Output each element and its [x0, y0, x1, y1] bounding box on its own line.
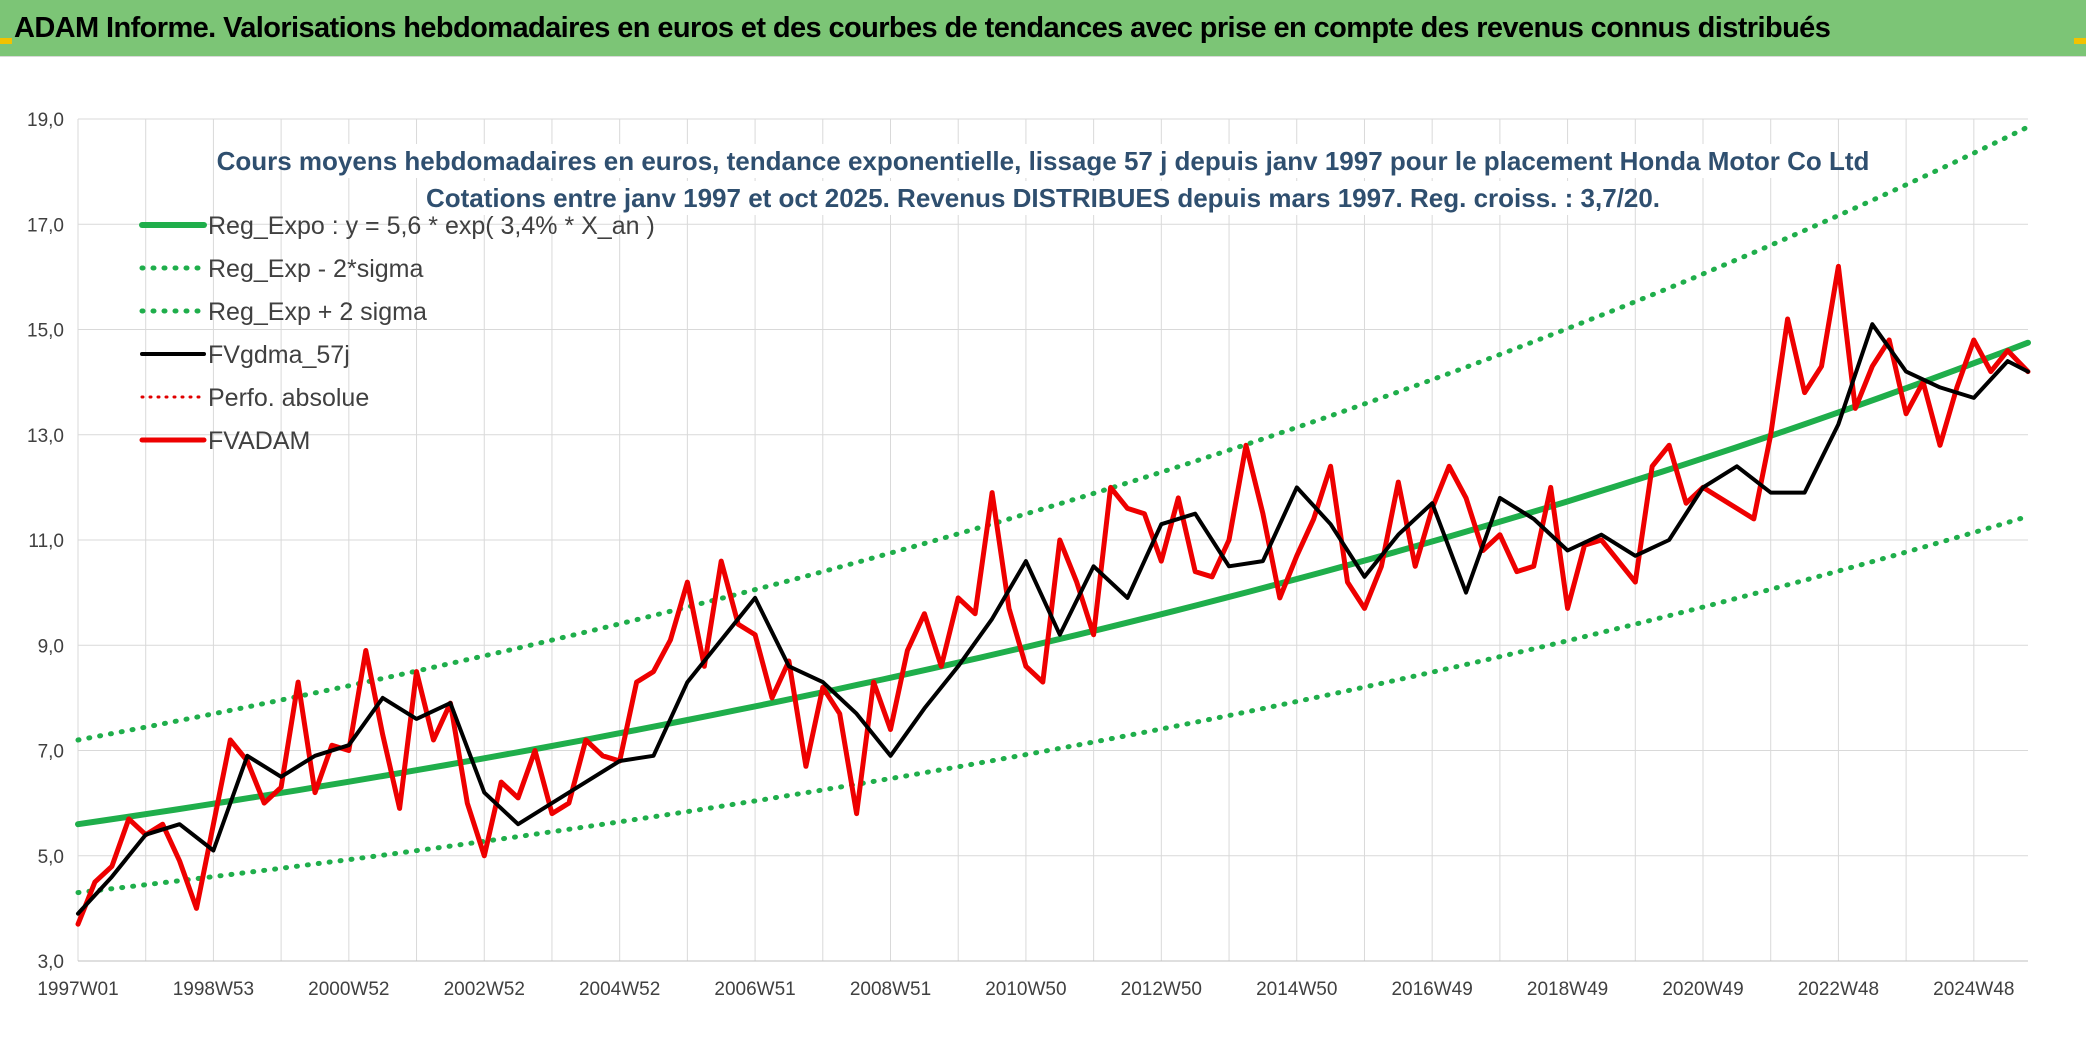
x-tick-label: 2022W48	[1798, 979, 1879, 1000]
chart-title: Cours moyens hebdomadaires en euros, ten…	[217, 144, 1870, 215]
x-tick-label: 2018W49	[1527, 979, 1608, 1000]
x-tick-label: 2004W52	[579, 979, 660, 1000]
series	[75, 124, 2031, 927]
chart-title-line: Cotations entre janv 1997 et oct 2025. R…	[426, 183, 1660, 213]
x-tick-label: 2006W51	[714, 979, 795, 1000]
x-tick-label: 2014W50	[1256, 979, 1337, 1000]
grid	[77, 118, 2028, 962]
y-tick-label: 5,0	[38, 847, 64, 868]
y-tick-label: 19,0	[27, 110, 64, 131]
chart-title-background	[473, 181, 1613, 215]
y-tick-label: 9,0	[38, 636, 64, 657]
series-line-1	[75, 513, 2031, 896]
legend-label: Reg_Exp - 2*sigma	[208, 255, 423, 283]
header-banner: ADAM Informe. Valorisations hebdomadaire…	[0, 0, 2086, 56]
series-line-3	[76, 322, 2030, 916]
x-tick-label: 2024W48	[1933, 979, 2014, 1000]
x-tick-label: 1997W01	[37, 979, 118, 1000]
x-tick-label: 2002W52	[444, 979, 525, 1000]
y-tick-label: 7,0	[38, 742, 64, 763]
x-tick-label: 2000W52	[308, 979, 389, 1000]
corner-marker-top-right	[2074, 38, 2086, 44]
y-tick-label: 15,0	[27, 321, 64, 342]
legend-label: FVADAM	[208, 427, 310, 455]
legend-label: Reg_Exp + 2 sigma	[208, 298, 427, 326]
x-tick-label: 2008W51	[850, 979, 931, 1000]
series-line-2	[75, 124, 2031, 743]
x-tick-label: 2020W49	[1662, 979, 1743, 1000]
x-tick-label: 1998W53	[173, 979, 254, 1000]
y-tick-label: 3,0	[38, 952, 64, 973]
x-tick-label: 2016W49	[1391, 979, 1472, 1000]
chart-area: 3,0 5,0 7,0 9,0 11,0 13,0 15,0 17,0 19,0 1997W01 1…	[0, 56, 2086, 1037]
chart-title-background	[288, 144, 1798, 178]
y-tick-label: 17,0	[27, 215, 64, 236]
page-title: ADAM Informe. Valorisations hebdomadaire…	[14, 11, 1831, 44]
axes: 3,0 5,0 7,0 9,0 11,0 13,0 15,0 17,0 19,0 1997W01 1…	[27, 110, 2028, 1000]
x-tick-label: 2012W50	[1121, 979, 1202, 1000]
legend-label: Perfo. absolue	[208, 384, 369, 412]
y-tick-label: 11,0	[28, 531, 64, 552]
legend-label: Reg_Expo : y = 5,6 * exp( 3,4% * X_an )	[208, 212, 655, 240]
x-tick-label: 2010W50	[985, 979, 1066, 1000]
y-tick-label: 13,0	[27, 426, 64, 447]
series-line-5	[75, 263, 2031, 927]
corner-marker-top-left	[0, 38, 12, 44]
trend-chart: 3,0 5,0 7,0 9,0 11,0 13,0 15,0 17,0 19,0 1997W01 1…	[27, 110, 2031, 1000]
legend: Reg_Expo : y = 5,6 * exp( 3,4% * X_an ) R…	[139, 212, 655, 455]
legend-label: FVgdma_57j	[208, 341, 350, 369]
chart-title-line: Cours moyens hebdomadaires en euros, ten…	[217, 146, 1870, 176]
